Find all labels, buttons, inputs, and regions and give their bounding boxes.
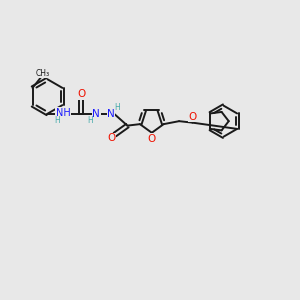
Text: H: H xyxy=(87,116,92,125)
Text: N: N xyxy=(92,109,100,119)
Text: O: O xyxy=(148,134,156,144)
Text: H: H xyxy=(55,116,60,125)
Text: O: O xyxy=(188,112,196,122)
Text: N: N xyxy=(107,109,115,119)
Text: CH₃: CH₃ xyxy=(35,68,50,77)
Text: O: O xyxy=(107,134,115,143)
Text: NH: NH xyxy=(56,108,70,118)
Text: O: O xyxy=(77,89,86,99)
Text: H: H xyxy=(115,103,121,112)
